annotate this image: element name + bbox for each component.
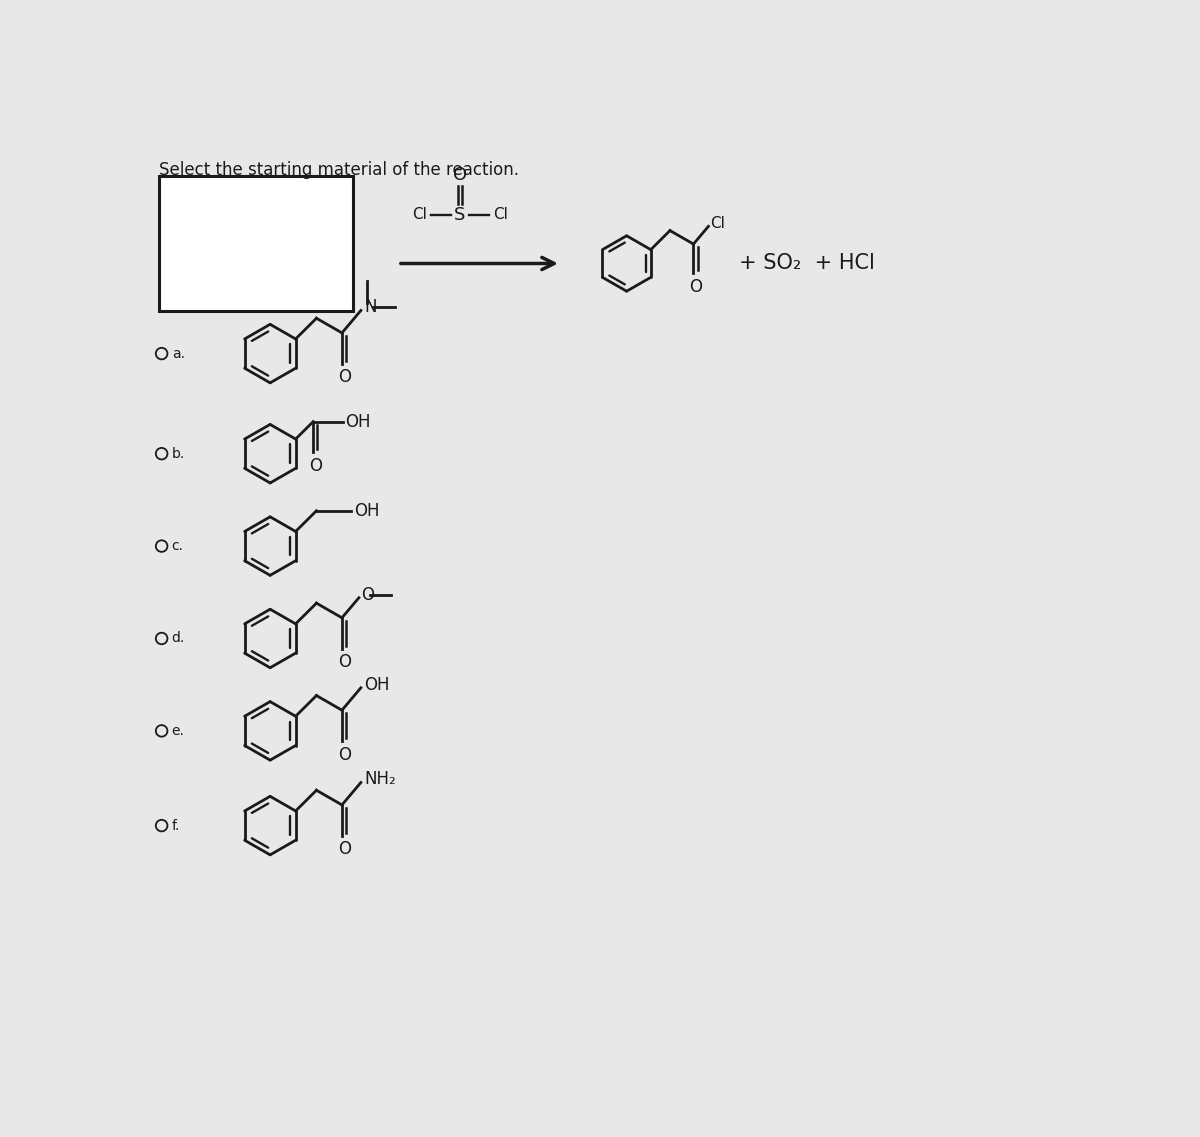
Text: b.: b. bbox=[172, 447, 185, 460]
Text: O: O bbox=[452, 166, 467, 184]
Text: NH₂: NH₂ bbox=[364, 771, 396, 788]
Text: e.: e. bbox=[172, 724, 185, 738]
Text: Cl: Cl bbox=[710, 216, 725, 231]
Text: O: O bbox=[308, 457, 322, 475]
Text: OH: OH bbox=[344, 413, 371, 431]
Text: f.: f. bbox=[172, 819, 180, 832]
Text: O: O bbox=[337, 746, 350, 764]
Text: d.: d. bbox=[172, 631, 185, 646]
Text: O: O bbox=[361, 586, 374, 604]
Text: O: O bbox=[337, 654, 350, 671]
Text: Cl: Cl bbox=[493, 207, 508, 223]
Text: O: O bbox=[689, 277, 702, 296]
Text: S: S bbox=[455, 206, 466, 224]
Text: O: O bbox=[337, 840, 350, 858]
Text: Select the starting material of the reaction.: Select the starting material of the reac… bbox=[160, 161, 520, 180]
Text: OH: OH bbox=[364, 675, 390, 694]
Text: N: N bbox=[364, 298, 377, 316]
Text: Cl: Cl bbox=[413, 207, 427, 223]
Text: c.: c. bbox=[172, 539, 184, 553]
Text: + SO₂  + HCl: + SO₂ + HCl bbox=[739, 254, 875, 274]
Text: OH: OH bbox=[354, 501, 380, 520]
Text: a.: a. bbox=[172, 347, 185, 360]
Bar bbox=[160, 176, 353, 312]
Text: O: O bbox=[337, 368, 350, 387]
